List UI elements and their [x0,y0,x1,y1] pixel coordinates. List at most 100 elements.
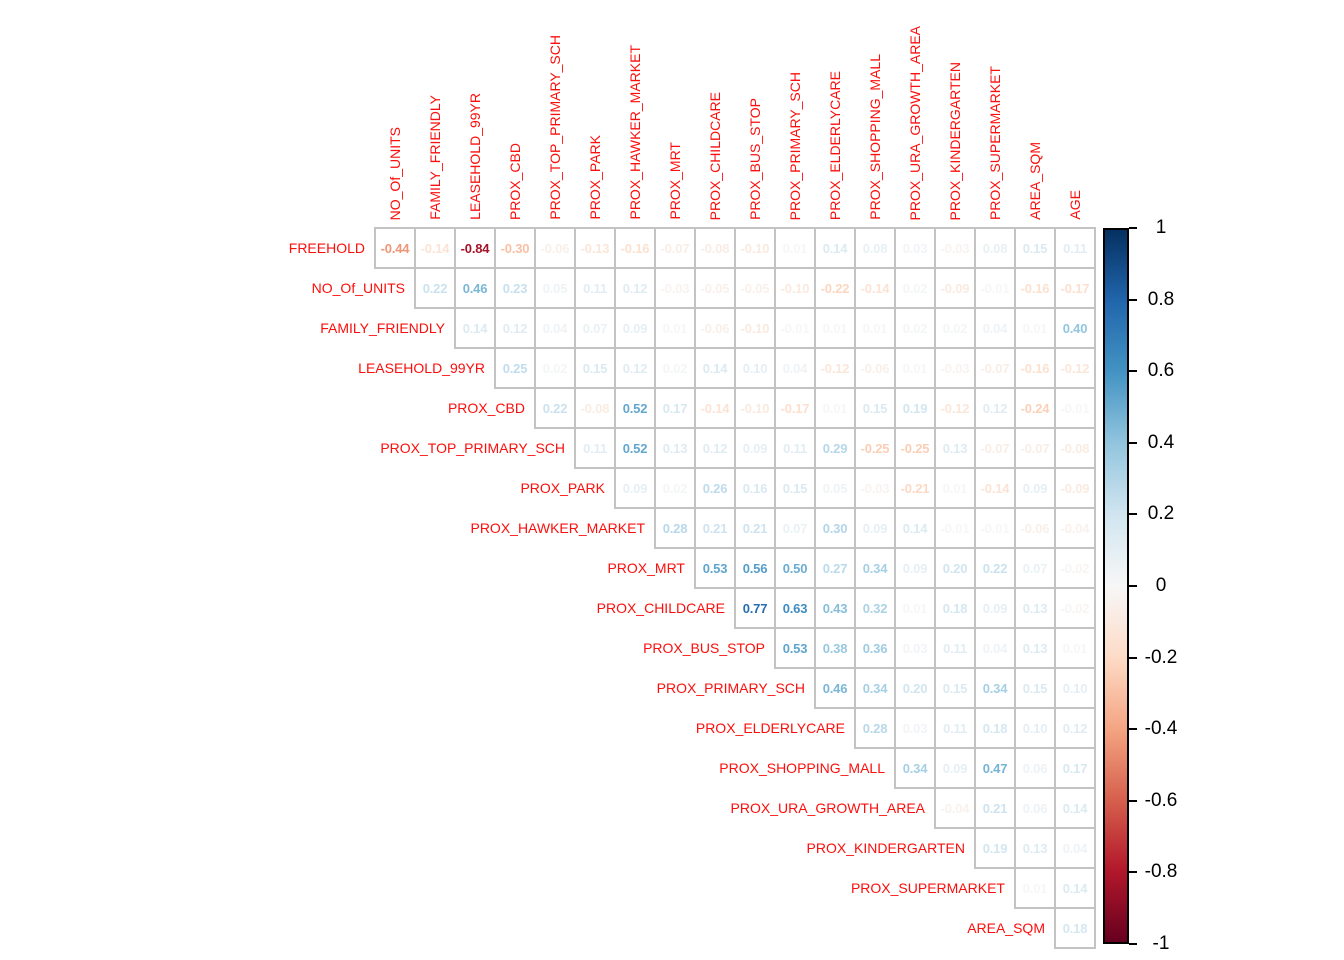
col-label: FAMILY_FRIENDLY [427,95,443,220]
matrix-cell: 0.23 [494,267,536,309]
matrix-cell: 0.53 [774,627,816,669]
matrix-cell: 0.14 [814,227,856,269]
matrix-cell: 0.16 [734,467,776,509]
matrix-cell: 0.09 [854,507,896,549]
matrix-cell: 0.15 [774,467,816,509]
matrix-cell: 0.01 [894,347,936,389]
matrix-cell: -0.21 [894,467,936,509]
legend-tick-label: -0.8 [1144,861,1178,883]
matrix-cell: 0.12 [614,347,656,389]
matrix-cell: 0.34 [894,747,936,789]
col-label: PROX_BUS_STOP [747,98,763,220]
matrix-cell: 0.09 [614,467,656,509]
legend-tick [1129,728,1137,731]
matrix-cell: 0.14 [1054,867,1096,909]
matrix-cell: -0.25 [894,427,936,469]
matrix-cell: -0.10 [734,307,776,349]
matrix-cell: 0.08 [854,227,896,269]
col-label: PROX_URA_GROWTH_AREA [907,25,923,220]
matrix-cell: -0.07 [974,347,1016,389]
row-label: PROX_HAWKER_MARKET [470,520,645,536]
matrix-cell: -0.05 [734,267,776,309]
matrix-cell: -0.12 [934,387,976,429]
matrix-cell: 0.22 [534,387,576,429]
matrix-cell: 0.03 [894,627,936,669]
matrix-cell: 0.08 [974,227,1016,269]
matrix-cell: 0.02 [894,307,936,349]
matrix-cell: -0.24 [1014,387,1056,429]
matrix-cell: -0.14 [854,267,896,309]
legend-tick-label: -0.6 [1144,789,1178,811]
matrix-cell: 0.09 [974,587,1016,629]
matrix-cell: 0.04 [534,307,576,349]
matrix-cell: 0.11 [934,707,976,749]
row-label: PROX_CBD [447,400,525,416]
legend-tick-label: -1 [1152,933,1170,954]
matrix-cell: 0.09 [614,307,656,349]
matrix-cell: 0.04 [1054,827,1096,869]
matrix-cell: 0.18 [974,707,1016,749]
legend-tick-label: 0.2 [1147,503,1175,525]
matrix-cell: 0.56 [734,547,776,589]
matrix-cell: 0.11 [934,627,976,669]
matrix-cell: 0.46 [814,667,856,709]
matrix-cell: -0.10 [734,387,776,429]
legend-tick [1129,871,1137,874]
col-label: PROX_SUPERMARKET [987,65,1003,220]
matrix-cell: 0.22 [974,547,1016,589]
row-label: AREA_SQM [967,920,1045,936]
matrix-cell: 0.04 [974,307,1016,349]
matrix-cell: -0.06 [534,227,576,269]
matrix-cell: 0.04 [774,347,816,389]
row-label: PROX_PRIMARY_SCH [656,680,805,696]
col-label: PROX_PARK [587,135,603,220]
matrix-cell: -0.08 [694,227,736,269]
matrix-cell: -0.22 [814,267,856,309]
legend-tick-label: -0.4 [1144,718,1178,740]
matrix-cell: 0.01 [1014,307,1056,349]
matrix-cell: 0.01 [814,387,856,429]
matrix-cell: 0.13 [934,427,976,469]
matrix-cell: 0.26 [694,467,736,509]
matrix-cell: 0.52 [614,427,656,469]
col-label: NO_Of_UNITS [387,126,403,220]
matrix-cell: 0.03 [894,707,936,749]
matrix-cell: 0.02 [534,347,576,389]
matrix-cell: 0.21 [734,507,776,549]
matrix-cell: 0.07 [574,307,616,349]
matrix-cell: -0.30 [494,227,536,269]
matrix-cell: 0.01 [1054,627,1096,669]
legend-tick [1129,585,1137,587]
matrix-cell: 0.36 [854,627,896,669]
matrix-cell: 0.14 [1054,787,1096,829]
col-label: PROX_ELDERLYCARE [827,70,843,220]
matrix-cell: 0.50 [774,547,816,589]
matrix-cell: -0.44 [374,227,416,269]
matrix-cell: 0.01 [814,307,856,349]
legend-tick [1129,799,1137,802]
matrix-cell: -0.06 [694,307,736,349]
matrix-cell: 0.13 [1014,827,1056,869]
matrix-cell: 0.34 [854,547,896,589]
matrix-cell: -0.01 [1054,387,1096,429]
row-label: PROX_ELDERLYCARE [695,720,845,736]
matrix-cell: 0.12 [614,267,656,309]
col-label: PROX_TOP_PRIMARY_SCH [547,35,563,220]
col-label: PROX_CBD [507,142,523,220]
matrix-cell: -0.08 [1054,427,1096,469]
row-label: PROX_CHILDCARE [596,600,725,616]
matrix-cell: -0.14 [694,387,736,429]
matrix-cell: 0.01 [1014,867,1056,909]
legend-tick-label: 1 [1155,217,1167,238]
col-label: PROX_SHOPPING_MALL [867,54,883,220]
matrix-cell: 0.21 [974,787,1016,829]
row-label: PROX_KINDERGARTEN [806,840,965,856]
row-label: PROX_TOP_PRIMARY_SCH [380,440,565,456]
matrix-cell: 0.10 [1054,667,1096,709]
legend-tick [1129,298,1137,301]
col-label: PROX_PRIMARY_SCH [787,71,803,220]
matrix-cell: 0.18 [934,587,976,629]
matrix-cell: 0.43 [814,587,856,629]
col-label: PROX_MRT [667,142,683,220]
